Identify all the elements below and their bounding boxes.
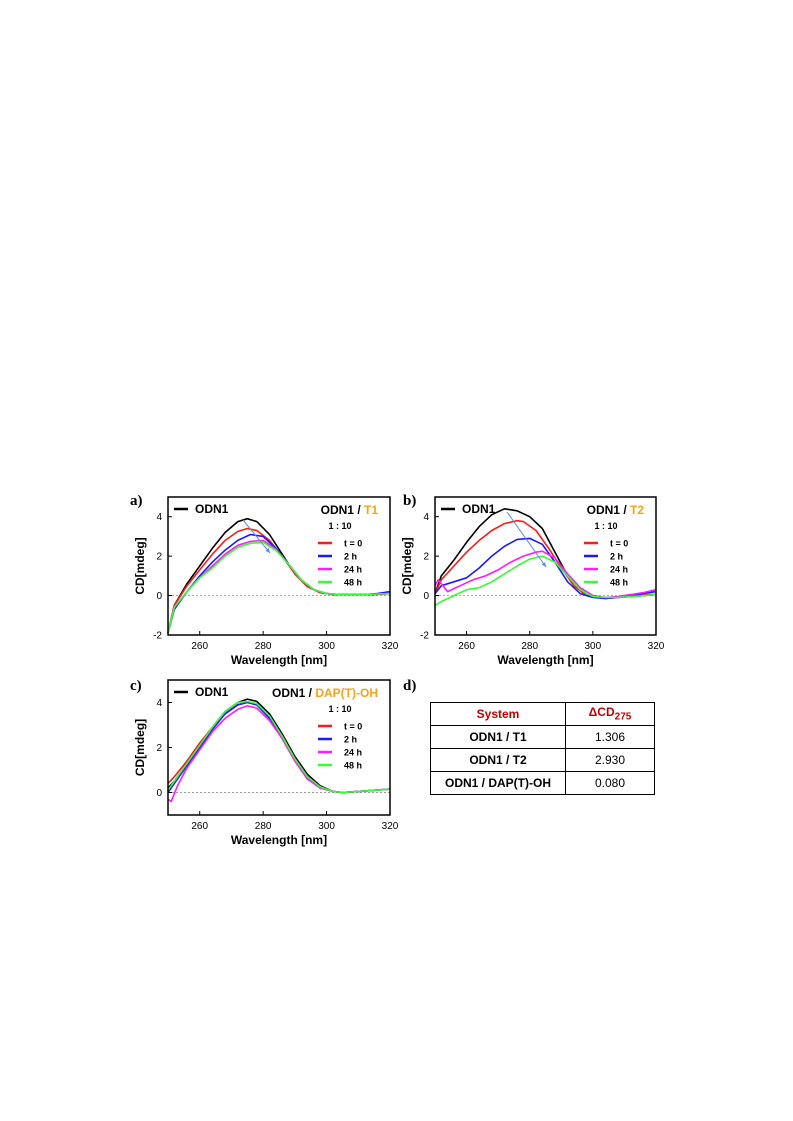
row-system: ODN1 / DAP(T)-OH	[430, 771, 566, 795]
row-value: 1.306	[565, 725, 655, 749]
x-tick-label: 260	[458, 641, 475, 652]
ratio-label: 1 : 10	[594, 521, 617, 531]
x-axis-label: Wavelength [nm]	[231, 833, 327, 847]
chart-panel-2: b) 260 280 300 320 -2 0 2 4 Wavelength [nm] CD[mde…	[400, 493, 665, 667]
y-tick-label: 4	[156, 512, 162, 523]
y-tick-label: 0	[156, 788, 162, 799]
panel-title-prefix: ODN1 /	[587, 503, 630, 517]
x-tick-label: 320	[382, 821, 399, 832]
panel-title-prefix: ODN1 /	[321, 503, 364, 517]
x-tick-label: 320	[648, 641, 665, 652]
panel-label: b)	[403, 493, 416, 509]
y-tick-label: -2	[420, 631, 429, 642]
x-tick-label: 300	[318, 641, 335, 652]
ratio-label: 1 : 10	[328, 521, 351, 531]
series-line-48-h	[167, 700, 391, 794]
x-axis-label: Wavelength [nm]	[231, 653, 327, 667]
y-axis-label: CD[mdeg]	[133, 537, 147, 594]
chart-panel-1: a) 260 280 300 320 -2 0 2 4 Wavelength [nm] CD[mde…	[130, 493, 399, 667]
header-delta-cd-main: ΔCD	[588, 705, 615, 720]
panel-title-ligand: T2	[630, 503, 644, 517]
plot-frame	[434, 496, 657, 636]
ratio-label: 1 : 10	[328, 704, 351, 714]
panel-title: ODN1 / DAP(T)-OH	[272, 686, 378, 700]
x-tick-label: 300	[585, 641, 602, 652]
panel-label: a)	[130, 493, 143, 509]
legend-odn1-label: ODN1	[195, 685, 229, 699]
panel-title: ODN1 / T2	[587, 503, 645, 517]
x-tick-label: 260	[191, 821, 208, 832]
legend-label: t = 0	[344, 722, 362, 732]
panel-title-prefix: ODN1 /	[272, 686, 315, 700]
series-line-48-h	[167, 541, 391, 634]
y-tick-label: 0	[156, 591, 162, 602]
legend-label: 24 h	[344, 565, 362, 575]
legend-label: 24 h	[344, 748, 362, 758]
table-row: ODN1 / T1 1.306	[430, 725, 655, 749]
legend-odn1-label: ODN1	[195, 502, 229, 516]
row-system: ODN1 / T2	[430, 748, 566, 772]
y-tick-label: 0	[423, 591, 429, 602]
y-tick-label: 4	[156, 698, 162, 709]
x-tick-label: 320	[382, 641, 399, 652]
y-tick-label: 4	[423, 512, 429, 523]
delta-cd-table: System ΔCD275 ODN1 / T1 1.306 ODN1 / T2 …	[430, 702, 655, 795]
x-tick-label: 280	[521, 641, 538, 652]
legend-label: 48 h	[344, 761, 362, 771]
y-axis-label: CD[mdeg]	[133, 719, 147, 776]
legend-label: 48 h	[610, 578, 628, 588]
y-tick-label: 2	[156, 743, 162, 754]
legend-label: t = 0	[344, 539, 362, 549]
x-tick-label: 300	[318, 821, 335, 832]
row-value: 2.930	[565, 748, 655, 772]
legend-label: 2 h	[610, 552, 623, 562]
panel-title-ligand: DAP(T)-OH	[315, 686, 378, 700]
row-system: ODN1 / T1	[430, 725, 566, 749]
legend-odn1-label: ODN1	[462, 502, 496, 516]
table-row: ODN1 / DAP(T)-OH 0.080	[430, 771, 655, 795]
header-delta-cd-sub: 275	[614, 711, 632, 723]
legend-label: 48 h	[344, 578, 362, 588]
x-tick-label: 280	[255, 821, 272, 832]
legend-label: 24 h	[610, 565, 628, 575]
table-header-row: System ΔCD275	[430, 702, 655, 726]
y-tick-label: 2	[423, 552, 429, 563]
x-axis-label: Wavelength [nm]	[497, 653, 593, 667]
legend-label: t = 0	[610, 539, 628, 549]
x-tick-label: 280	[255, 641, 272, 652]
chart-panel-3: c) 260 280 300 320 0 2 4 Wavelength [nm] CD[mdeg]…	[130, 678, 399, 847]
trend-arrow-head	[265, 548, 270, 553]
panel-label: c)	[130, 678, 142, 694]
panel-label-d: d)	[403, 678, 416, 694]
trend-arrow-head	[541, 562, 546, 567]
x-tick-label: 260	[191, 641, 208, 652]
plot-frame	[167, 496, 391, 636]
trend-arrow	[506, 511, 547, 568]
y-tick-label: -2	[153, 631, 162, 642]
y-tick-label: 2	[156, 552, 162, 563]
header-system: System	[430, 702, 566, 726]
y-axis-label: CD[mdeg]	[400, 537, 414, 594]
series-line-48-h	[434, 555, 657, 607]
panel-title-ligand: T1	[364, 503, 378, 517]
legend-label: 2 h	[344, 735, 357, 745]
row-value: 0.080	[565, 771, 655, 795]
panel-title: ODN1 / T1	[321, 503, 379, 517]
header-delta-cd: ΔCD275	[565, 702, 655, 726]
legend-label: 2 h	[344, 552, 357, 562]
table-row: ODN1 / T2 2.930	[430, 748, 655, 772]
trend-arrow	[242, 519, 271, 554]
